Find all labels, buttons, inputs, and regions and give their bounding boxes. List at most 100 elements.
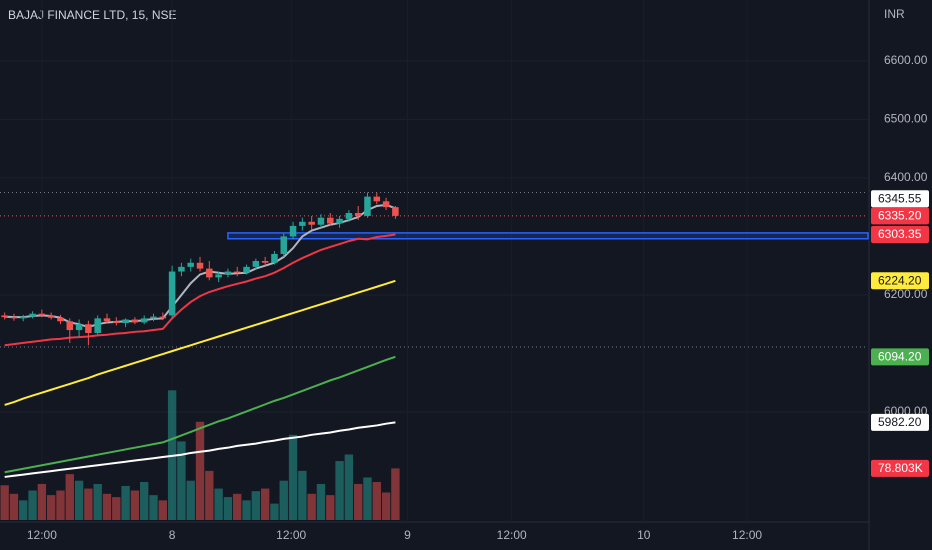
- candle-body: [47, 315, 55, 318]
- volume-bar: [288, 434, 298, 520]
- candle-body: [66, 321, 74, 331]
- volume-bar: [326, 495, 335, 520]
- volume-bar: [335, 461, 344, 520]
- volume-label: 78.803K: [878, 461, 923, 475]
- volume-bar: [177, 441, 186, 520]
- volume-bar: [149, 495, 158, 520]
- price-label: 6094.20: [878, 350, 922, 364]
- price-label: 5982.20: [878, 415, 922, 429]
- candle-body: [224, 271, 232, 275]
- candle-body: [392, 207, 399, 216]
- volume-bar: [84, 488, 93, 520]
- candle-body: [168, 271, 176, 316]
- candle-body: [317, 217, 325, 225]
- volume-bar: [242, 500, 251, 520]
- candle-body: [196, 262, 204, 269]
- volume-bar: [37, 483, 47, 520]
- price-label-bg: [871, 272, 929, 290]
- volume-bar: [93, 483, 102, 520]
- candle-body: [122, 319, 129, 324]
- x-tick-label: 10: [637, 528, 651, 542]
- candle-body: [252, 261, 260, 267]
- candle-body: [187, 262, 194, 267]
- volume-bar: [260, 488, 270, 520]
- price-label: 6224.20: [878, 273, 922, 287]
- volume-bar: [298, 470, 307, 520]
- candle-body: [85, 324, 92, 333]
- volume-bar: [223, 497, 233, 520]
- y-tick-label: 6400.00: [884, 170, 928, 184]
- price-label: 6335.20: [878, 208, 922, 222]
- candle-body: [29, 313, 36, 317]
- candle-body: [1, 315, 8, 318]
- volume-bar: [316, 483, 326, 520]
- volume-bar: [233, 493, 242, 520]
- candle-body: [140, 318, 148, 323]
- x-tick-label: 12:00: [276, 528, 306, 542]
- volume-bar: [19, 500, 28, 520]
- candle-body: [289, 225, 297, 237]
- candle-body: [233, 271, 241, 273]
- price-label-bg: [871, 413, 929, 431]
- volume-bar: [186, 480, 195, 520]
- volume-bar: [112, 497, 121, 520]
- volume-bar: [140, 482, 149, 520]
- candle-body: [131, 319, 139, 323]
- moving-average: [4, 421, 396, 478]
- volume-bar: [46, 495, 56, 520]
- volume-bar: [391, 468, 400, 520]
- x-tick-label: 12:00: [732, 528, 762, 542]
- volume-bar: [307, 493, 316, 520]
- candle-body: [354, 213, 362, 216]
- candle-body: [178, 266, 185, 272]
- volume-bar: [56, 490, 65, 520]
- price-label-bg: [871, 225, 929, 243]
- volume-bar: [74, 480, 84, 520]
- x-tick-label: 8: [169, 528, 176, 542]
- moving-average: [4, 279, 396, 406]
- candle-body: [150, 316, 157, 319]
- volume-bar: [158, 500, 167, 520]
- y-tick-label: 6200.00: [884, 287, 928, 301]
- currency: INR: [884, 7, 905, 21]
- volume-bar: [28, 490, 37, 520]
- chart-title: BAJAJ FINANCE LTD, 15, NSE: [8, 8, 177, 22]
- candle-body: [364, 196, 371, 216]
- candle-body: [243, 266, 250, 273]
- volume-bar: [381, 492, 391, 520]
- zone: [227, 232, 869, 240]
- price-label-bg: [871, 190, 929, 208]
- volume-bar: [121, 485, 130, 520]
- candle-body: [103, 318, 111, 322]
- volume-bar: [9, 493, 19, 520]
- y-tick-label: 6500.00: [884, 112, 928, 126]
- volume-bar: [353, 483, 363, 520]
- candle-body: [57, 317, 64, 322]
- x-tick-label: 9: [404, 528, 411, 542]
- moving-average: [4, 355, 396, 474]
- volume-bar: [102, 493, 112, 520]
- candle-body: [113, 321, 120, 324]
- candle-body: [382, 201, 390, 208]
- candle-body: [345, 213, 353, 219]
- candle-body: [206, 268, 213, 278]
- x-tick-label: 12:00: [27, 528, 57, 542]
- candle-body: [38, 313, 46, 316]
- volume-bar: [279, 480, 288, 520]
- volume-bar: [0, 485, 9, 520]
- candle-body: [299, 221, 306, 226]
- volume-bar: [214, 488, 223, 520]
- candle-body: [261, 261, 269, 263]
- volume-bar: [251, 491, 261, 520]
- volume-bar: [363, 477, 372, 520]
- price-label: 6345.55: [878, 191, 922, 205]
- volume-bar: [344, 454, 354, 520]
- candle-body: [75, 324, 83, 331]
- volume-bar: [130, 490, 140, 520]
- candle-body: [10, 317, 18, 319]
- price-label-bg: [871, 348, 929, 366]
- volume-bar: [270, 503, 279, 520]
